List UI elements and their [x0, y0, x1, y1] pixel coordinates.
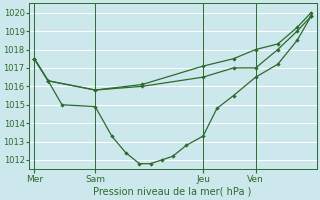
X-axis label: Pression niveau de la mer( hPa ): Pression niveau de la mer( hPa ) — [93, 187, 252, 197]
